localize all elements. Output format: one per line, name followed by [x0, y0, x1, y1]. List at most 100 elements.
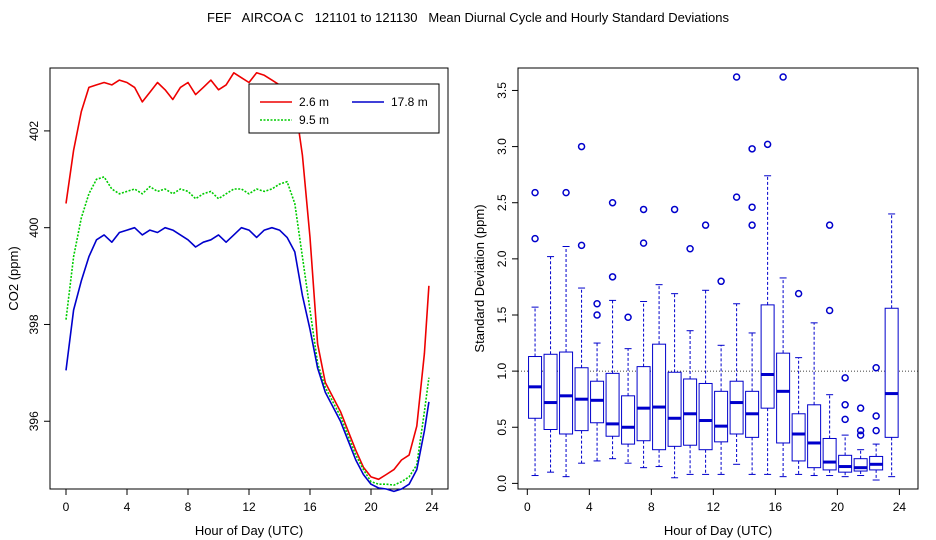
outlier-point [748, 145, 756, 153]
iqr-box [605, 372, 620, 437]
y-tick-label: 398 [27, 314, 41, 334]
box-hour-5 [605, 198, 620, 460]
outlier-point [841, 401, 849, 409]
x-tick-label: 24 [893, 500, 907, 514]
outlier-point [748, 203, 756, 211]
legend-label: 9.5 m [299, 113, 329, 127]
iqr-box [791, 413, 806, 462]
box-hour-22 [869, 364, 884, 481]
iqr-box [760, 304, 775, 409]
outlier-point [841, 415, 849, 424]
box-hour-16 [776, 73, 791, 478]
iqr-box [543, 353, 558, 430]
line-chart-panel: 0 4 8 12 16 20 24 396 398 400 402 Hour of Day (UTC)… [6, 67, 449, 538]
box-hour-23 [884, 213, 899, 478]
y-tick-label: 1.0 [495, 362, 509, 379]
y-tick-label: 402 [27, 121, 41, 141]
x-tick-label: 12 [242, 500, 256, 514]
box-hour-13 [729, 73, 744, 465]
outlier-point [748, 221, 756, 229]
iqr-box [776, 352, 791, 444]
x-tick-label: 0 [63, 500, 70, 514]
box-hour-15 [760, 140, 775, 475]
boxplot-panel: 0 4 8 12 16 20 24 0.0 0.5 1.0 1.5 2.0 2.5 3.0 3.5 Hour … [472, 67, 919, 538]
iqr-box [590, 380, 605, 424]
outlier-point [856, 431, 865, 439]
legend: 2.6 m 9.5 m 17.8 m [248, 83, 440, 134]
outlier-point [608, 273, 617, 281]
x-tick-label: 0 [524, 500, 531, 514]
box-hour-1 [543, 256, 558, 473]
iqr-box [683, 378, 698, 446]
box-hour-7 [636, 205, 651, 469]
box-hour-2 [559, 188, 574, 478]
x-tick-label: 16 [303, 500, 317, 514]
outlier-point [872, 412, 880, 420]
legend-label: 17.8 m [391, 95, 428, 109]
outlier-point [825, 221, 834, 229]
iqr-box [729, 380, 744, 435]
box-hour-21 [853, 404, 868, 477]
iqr-box [714, 390, 729, 443]
x-tick-label: 4 [586, 500, 593, 514]
outlier-point [717, 277, 725, 286]
iqr-box [838, 454, 853, 473]
x-axis-label: Hour of Day (UTC) [664, 523, 772, 538]
iqr-box [884, 307, 899, 438]
y-tick-label: 2.5 [495, 194, 509, 211]
outlier-point [732, 73, 741, 81]
y-tick-label: 2.0 [495, 250, 509, 267]
x-tick-label: 12 [707, 500, 721, 514]
box-hour-14 [745, 145, 760, 475]
outlier-point [732, 193, 741, 201]
outlier-point [779, 73, 787, 81]
x-tick-label: 20 [831, 500, 845, 514]
x-tick-label: 20 [364, 500, 378, 514]
x-tick-label: 8 [648, 500, 655, 514]
x-tick-label: 4 [124, 500, 131, 514]
box-hour-3 [574, 142, 589, 464]
legend-label: 2.6 m [299, 95, 329, 109]
iqr-box [698, 382, 713, 451]
y-tick-label: 396 [27, 411, 41, 431]
iqr-box [652, 343, 667, 451]
outlier-point [670, 205, 679, 214]
outlier-point [531, 234, 539, 243]
iqr-box [636, 366, 651, 442]
x-axis-label: Hour of Day (UTC) [195, 523, 303, 538]
box-hour-4 [590, 300, 605, 462]
y-tick-label: 0.0 [495, 475, 509, 492]
outlier-point [763, 140, 772, 149]
outlier-point [593, 300, 601, 308]
outlier-point [639, 239, 648, 247]
outlier-point [639, 205, 648, 214]
y-axis-label: Standard Deviation (ppm) [472, 204, 487, 352]
iqr-box [621, 395, 636, 445]
x-tick-label: 8 [185, 500, 192, 514]
box-hour-12 [714, 277, 729, 475]
boxplot-plot-frame [517, 67, 919, 490]
figure-title: FEF AIRCOA C 121101 to 121130 Mean Diurn… [207, 10, 729, 25]
y-tick-label: 1.5 [495, 306, 509, 323]
outlier-point [577, 142, 586, 151]
outlier-point [701, 221, 710, 229]
outlier-point [686, 244, 694, 253]
y-tick-label: 0.5 [495, 419, 509, 436]
outlier-point [577, 241, 586, 250]
iqr-box [807, 404, 822, 469]
y-axis-label: CO2 (ppm) [6, 246, 21, 310]
outlier-point [593, 311, 601, 319]
box-hour-6 [621, 313, 636, 464]
outlier-point [872, 364, 880, 372]
y-tick-label: 3.0 [495, 138, 509, 155]
box-hour-9 [667, 205, 682, 479]
outlier-point [825, 306, 834, 315]
x-tick-label: 24 [425, 500, 439, 514]
box-hour-11 [698, 221, 713, 475]
iqr-box [559, 351, 574, 435]
legend-box [248, 83, 440, 134]
y-tick-label: 400 [27, 217, 41, 237]
x-tick-label: 16 [769, 500, 783, 514]
